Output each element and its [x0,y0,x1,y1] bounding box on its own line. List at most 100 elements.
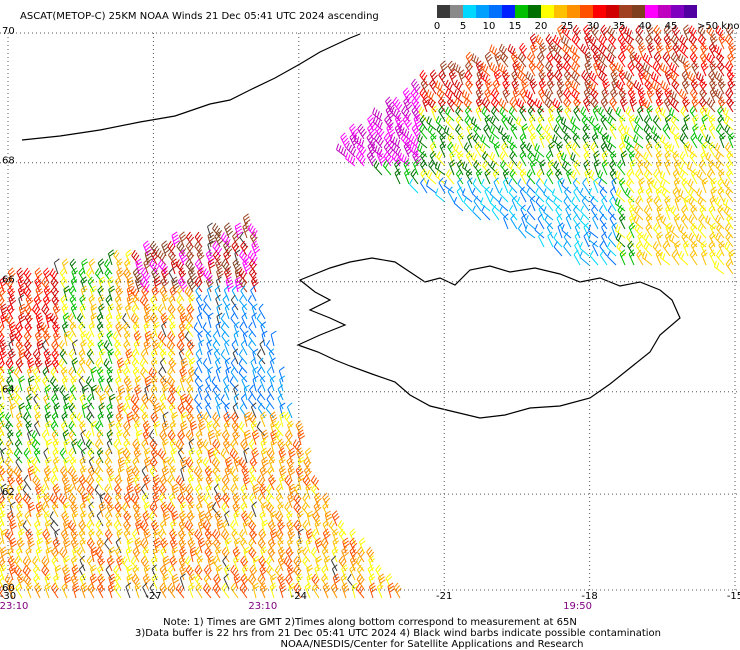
wind-barb [491,204,500,221]
wind-barb [556,60,565,77]
time-label: 19:50 [563,601,592,612]
wind-barb [223,240,233,257]
wind-barb [502,177,509,194]
wind-barb [659,179,671,194]
wind-barb [85,430,95,446]
wind-barb [699,204,707,221]
wind-barb [132,438,141,455]
wind-barb [517,223,527,239]
wind-barb [225,456,233,473]
wind-barb [108,474,115,491]
wind-barb [572,132,581,149]
wind-barb [131,573,140,590]
wind-barb [197,537,206,554]
wind-barb [689,87,698,104]
wind-barb [250,285,257,302]
wind-barb [426,179,437,194]
colorbar-cell [658,5,671,18]
wind-barb [132,267,143,284]
wind-barb [184,520,194,536]
wind-barb [277,384,284,401]
map-title: ASCAT(METOP-C) 25KM NOAA Winds 21 Dec 05… [20,11,379,22]
wind-barb [526,52,536,68]
wind-barb [212,223,223,239]
wind-barb [497,62,509,77]
wind-barb [728,249,736,266]
wind-barb [560,116,572,131]
wind-barb [61,375,69,392]
wind-barb [96,537,105,554]
wind-barb [41,502,50,518]
wind-barb [435,188,446,203]
wind-barb [563,195,572,212]
wind-barb [233,321,240,338]
wind-barb [139,520,149,536]
wind-barb [706,25,716,41]
wind-barb [115,411,124,428]
wind-barb [535,34,545,50]
wind-barb [638,42,646,59]
wind-barb [185,348,194,365]
wind-barb [645,141,653,158]
wind-barb [94,484,104,500]
wind-barb [0,519,5,536]
wind-barb [609,213,617,230]
wind-barb [197,519,206,536]
wind-barb [493,141,501,158]
wind-barb [708,204,716,221]
wind-barb [411,123,422,140]
wind-barb [0,303,8,320]
wind-barb [529,132,537,149]
wind-barb [143,339,152,356]
wind-barb [134,483,142,500]
wind-barb [463,196,473,212]
wind-barb [609,96,618,113]
wind-barb [98,501,107,518]
wind-barb [584,51,593,68]
wind-barb [212,582,221,599]
wind-barb [645,222,653,239]
wind-barb [61,321,69,338]
wind-barb [635,33,644,50]
wind-barb [212,537,221,554]
wind-barb [161,267,169,284]
wind-barb [368,555,375,572]
colorbar-cell [593,5,606,18]
wind-barb [41,304,50,320]
wind-barb [501,141,509,158]
wind-barb [467,177,473,194]
wind-barb [221,258,232,275]
wind-barb [13,394,23,410]
wind-barb [491,106,500,122]
wind-barb [509,141,518,158]
wind-barb [142,420,151,437]
wind-barb [723,115,734,131]
wind-barb [71,474,80,491]
wind-barb [177,447,185,464]
wind-barb [511,78,520,95]
wind-barb [248,267,257,284]
lon-label: -21 [436,591,452,602]
wind-barb [170,447,178,464]
wind-barb [715,214,725,230]
wind-barb [314,519,322,536]
wind-barb [202,268,213,284]
wind-barb [159,519,167,536]
wind-barb [268,348,275,365]
wind-barb [185,492,194,509]
wind-barb [196,555,204,572]
wind-barb [626,168,635,185]
wind-barb [63,438,71,455]
wind-barb [543,188,554,203]
wind-barb [106,501,115,518]
wind-barb [142,546,150,563]
wind-barb [275,528,284,545]
wind-barb [597,170,608,185]
wind-barb [678,53,689,68]
wind-barb [547,114,555,131]
wind-barb [519,168,527,185]
wind-barb [709,87,718,104]
wind-barb [279,582,287,599]
wind-barb [85,475,95,491]
wind-barb [723,178,734,194]
